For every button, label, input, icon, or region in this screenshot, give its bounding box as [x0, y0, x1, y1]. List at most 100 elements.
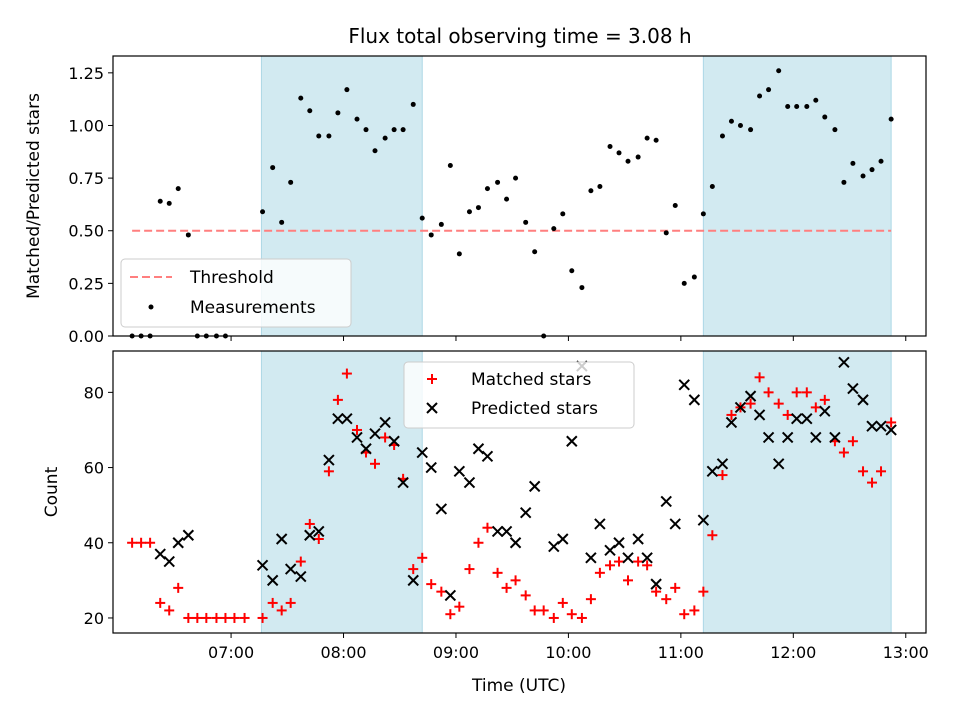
predicted-star-point	[660, 495, 672, 508]
measurement-point	[523, 219, 529, 225]
measurement-point	[513, 175, 519, 181]
measurement-point	[260, 209, 266, 215]
measurement-point	[484, 186, 490, 192]
measurement-point	[185, 232, 191, 238]
matched-star-point	[538, 605, 549, 616]
matched-star-point	[482, 522, 493, 533]
matched-star-point	[576, 612, 587, 623]
matched-star-point	[257, 612, 268, 623]
ratio-y-tick-label: 0.75	[68, 169, 104, 188]
count-y-tick-label: 60	[84, 459, 104, 478]
predicted-star-point	[716, 458, 729, 470]
predicted-star-point	[866, 420, 878, 432]
predicted-star-point	[481, 450, 494, 462]
matched-star-point	[501, 582, 512, 593]
measurement-point	[588, 188, 594, 194]
predicted-star-point	[885, 424, 897, 436]
measurement-point	[532, 249, 538, 255]
matched-star-point	[145, 537, 156, 548]
measurement-point	[400, 127, 406, 133]
matched-star-point	[810, 402, 821, 413]
matched-star-point	[220, 612, 231, 623]
predicted-star-point	[491, 525, 504, 538]
matched-star-point	[492, 567, 503, 578]
measurement-point	[607, 144, 613, 150]
ratio-panel: 0.00 0.25 0.50 0.75 1.00 1.25 Matched/Predict…	[24, 55, 927, 346]
measurement-point	[869, 167, 875, 173]
measurement-point	[878, 158, 884, 164]
matched-star-point	[473, 537, 484, 548]
measurement-point	[307, 108, 313, 114]
predicted-star-point	[154, 548, 166, 560]
matched-star-point	[304, 518, 315, 529]
predicted-star-point	[566, 435, 578, 447]
predicted-star-point	[444, 589, 457, 602]
matched-star-point	[819, 394, 830, 405]
measurement-point	[354, 116, 360, 122]
predicted-star-point	[772, 458, 785, 470]
predicted-star-point	[829, 431, 841, 444]
measurement-point	[495, 179, 501, 185]
measurement-point	[410, 101, 416, 107]
measurement-point	[653, 137, 659, 143]
matched-star-point	[838, 447, 849, 458]
legend-threshold-label: Threshold	[189, 268, 274, 288]
legend-measurements-label: Measurements	[190, 298, 316, 318]
measurement-point	[785, 104, 791, 110]
measurement-point	[372, 148, 378, 154]
matched-star-point	[454, 601, 465, 612]
matched-star-point	[679, 609, 690, 620]
ratio-panel-frame	[112, 55, 927, 337]
predicted-star-point	[753, 409, 766, 421]
ratio-legend: Threshold Measurements	[120, 258, 352, 328]
x-tick-label: 12:00	[770, 643, 816, 662]
matched-star-point	[332, 394, 343, 405]
matched-star-point	[594, 567, 605, 578]
predicted-star-point	[407, 574, 419, 587]
matched-star-point	[520, 590, 531, 601]
matched-star-point	[605, 560, 616, 571]
matched-star-point	[633, 556, 644, 567]
measurement-point	[475, 205, 481, 211]
measurement-point	[579, 285, 585, 291]
predicted-star-point	[295, 570, 307, 583]
chart-title: Flux total observing time = 3.08 h	[348, 24, 691, 48]
matched-star-point	[670, 582, 681, 593]
matched-star-point	[183, 612, 194, 623]
matched-star-point	[557, 597, 568, 608]
predicted-star-point	[435, 503, 448, 515]
predicted-star-point	[801, 412, 813, 425]
predicted-star-point	[697, 514, 710, 526]
matched-star-point	[445, 609, 456, 620]
predicted-star-point	[397, 476, 409, 489]
measurement-point	[748, 127, 754, 133]
legend-predicted-swatch	[426, 402, 438, 414]
measurement-point	[504, 196, 510, 202]
measurement-point	[560, 211, 566, 217]
legend-matched-label: Matched stars	[471, 370, 591, 390]
predicted-star-point	[463, 476, 476, 489]
matched-star-point	[867, 477, 878, 488]
predicted-star-point	[500, 525, 513, 538]
matched-star-point	[417, 552, 428, 563]
predicted-star-point	[528, 480, 541, 493]
matched-star-point	[726, 409, 737, 420]
matched-star-point	[136, 537, 147, 548]
matched-star-point	[707, 530, 718, 541]
count-y-axis-label: Count	[42, 466, 62, 517]
measurement-point	[456, 251, 462, 257]
predicted-star-point	[304, 529, 316, 541]
x-tick-label: 13:00	[883, 643, 929, 662]
measurement-point	[625, 158, 631, 164]
predicted-star-point	[847, 382, 859, 395]
matched-star-point	[173, 582, 184, 593]
predicted-star-point	[416, 446, 428, 459]
measurement-point	[447, 162, 453, 168]
matched-star-point	[876, 466, 887, 477]
matched-star-point	[773, 398, 784, 409]
predicted-star-point	[669, 518, 681, 530]
matched-star-point	[801, 387, 812, 398]
predicted-star-point	[172, 537, 184, 549]
measurement-point	[728, 118, 734, 124]
